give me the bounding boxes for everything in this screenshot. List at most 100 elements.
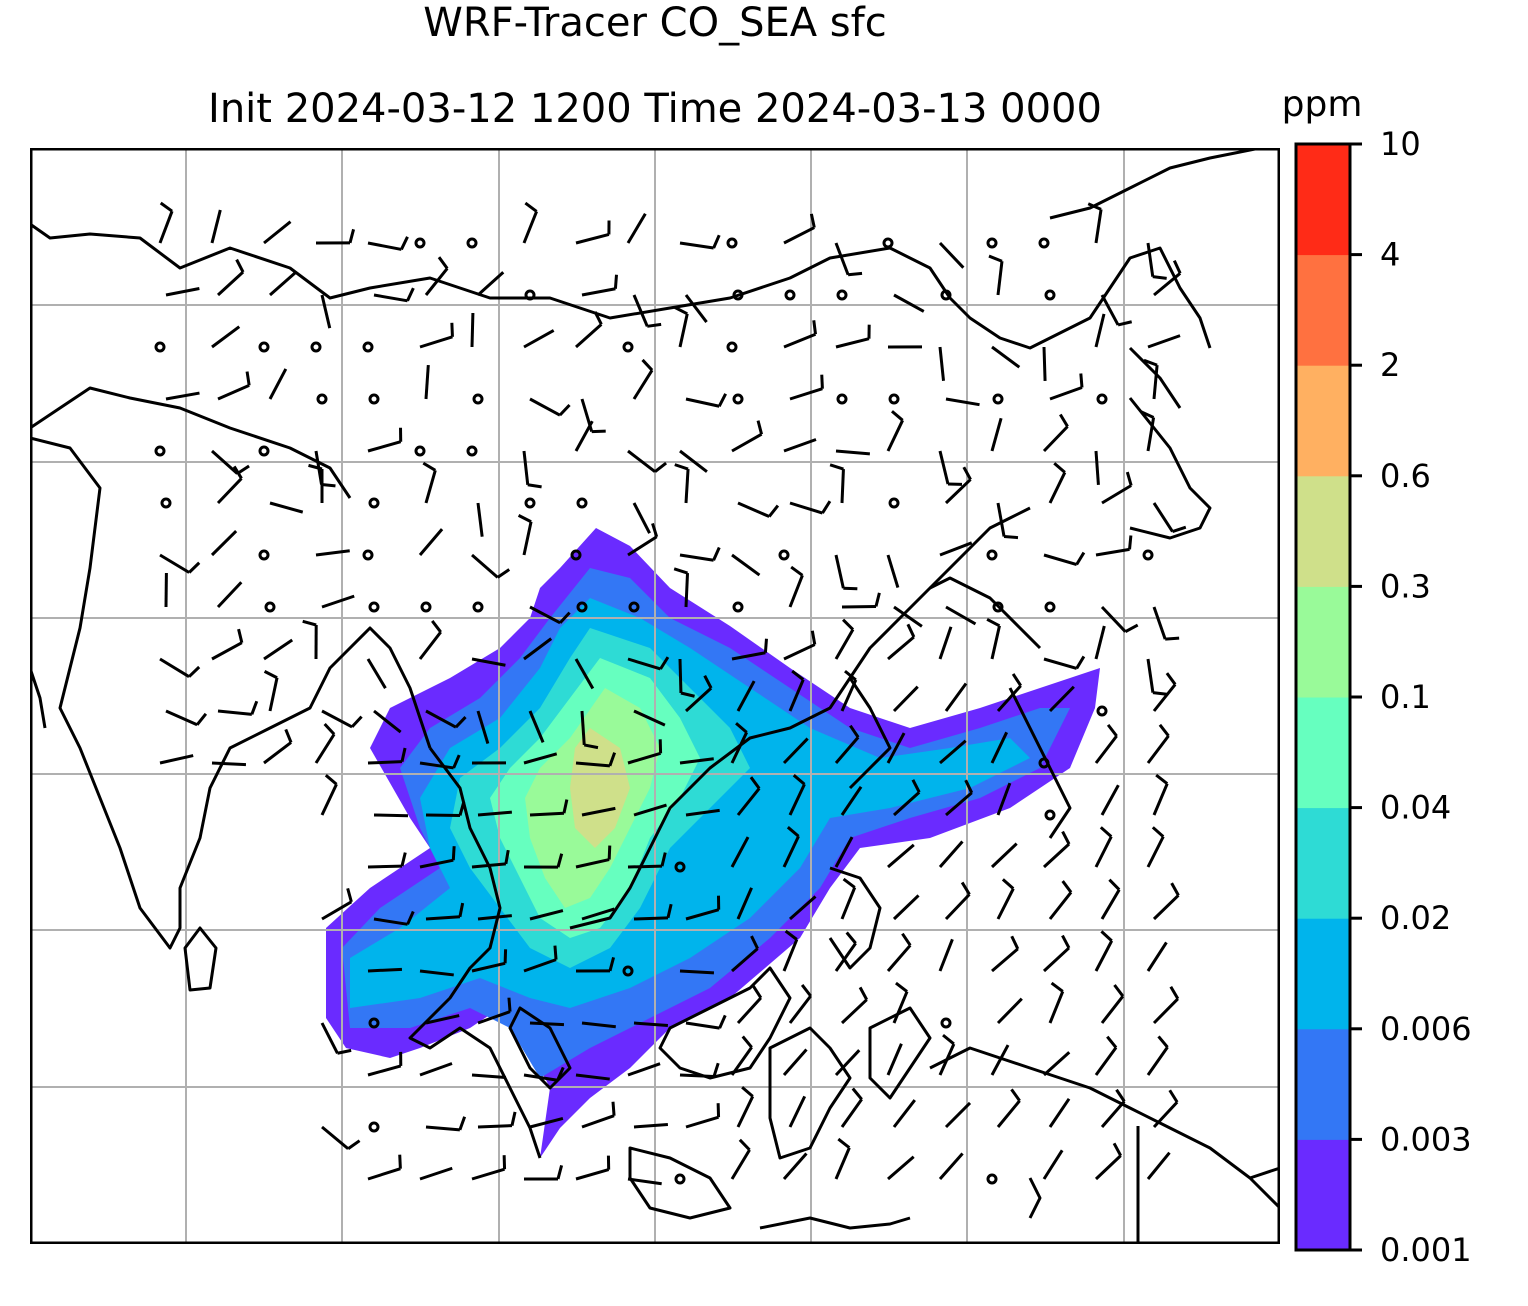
wind-barb: [321, 709, 363, 729]
wind-barb: [996, 997, 1023, 1025]
wind-barb: [673, 567, 690, 608]
wind-barb: [529, 397, 571, 417]
wind-barb: [575, 752, 617, 768]
wind-barb: [1152, 773, 1169, 816]
calm-wind-marker: [524, 289, 536, 301]
calm-wind-marker: [986, 237, 998, 249]
wind-barb: [581, 1101, 616, 1129]
wind-barb: [367, 236, 409, 251]
wind-barb: [1100, 784, 1120, 816]
calm-wind-marker: [310, 341, 322, 353]
wind-barb: [679, 1062, 720, 1079]
wind-barb: [1152, 882, 1180, 921]
wind-barb: [730, 836, 750, 868]
wind-barb: [471, 1155, 507, 1181]
calm-wind-marker: [732, 289, 744, 301]
wind-barb: [835, 324, 871, 349]
calm-wind-marker: [1044, 601, 1056, 613]
colorbar-ticks: 0.001 0.003 0.006 0.02 0.04 0.1 0.3 0.6 2 4 10: [1350, 125, 1472, 1269]
calm-wind-marker: [986, 1173, 998, 1185]
coastlines: [30, 148, 1280, 1244]
wind-barb: [308, 463, 324, 504]
wind-barb: [1146, 1035, 1169, 1076]
wind-barb: [783, 213, 816, 245]
calm-wind-marker: [472, 601, 484, 613]
wind-barb: [1042, 346, 1047, 382]
wind-barb: [782, 1048, 808, 1076]
wind-barb: [529, 1021, 565, 1027]
wind-barb: [737, 501, 780, 518]
wind-barb: [990, 417, 1003, 452]
colorbar-tick-label: 0.02: [1380, 899, 1451, 937]
wind-barb: [216, 581, 243, 609]
wind-barb: [991, 935, 1020, 973]
map-frame: [30, 148, 1280, 1244]
wind-barb: [1100, 294, 1133, 327]
wind-barb: [782, 1152, 808, 1180]
wind-barb: [632, 294, 662, 328]
wind-barb: [529, 605, 571, 625]
wind-barb: [886, 732, 906, 764]
colorbar-tick-label: 0.3: [1380, 567, 1431, 605]
wind-barb: [575, 845, 612, 869]
wind-barb: [633, 803, 667, 817]
wind-barb: [1152, 502, 1187, 533]
wind-barb: [633, 1122, 669, 1129]
wind-barb: [633, 903, 673, 921]
calm-wind-marker: [674, 1173, 686, 1185]
wind-barb: [840, 786, 863, 816]
wind-barb: [684, 674, 713, 713]
wind-barb: [522, 201, 538, 244]
wind-barb: [1100, 984, 1125, 1024]
wind-barb: [422, 461, 437, 504]
wind-barb: [217, 371, 251, 401]
wind-barb: [471, 553, 511, 579]
map-title-line1: WRF-Tracer CO_SEA sfc: [423, 0, 887, 46]
wind-barb: [840, 877, 857, 920]
map-title-line2: Init 2024-03-12 1200 Time 2024-03-13 000…: [208, 86, 1102, 132]
wind-barb: [627, 1177, 662, 1186]
wind-barb: [1146, 941, 1168, 972]
wind-barb: [892, 779, 921, 817]
wind-barb: [1048, 685, 1075, 713]
wind-barb: [939, 739, 967, 765]
wind-barb: [574, 658, 595, 690]
wind-barb: [1095, 535, 1133, 557]
wind-barb: [626, 212, 647, 244]
map-panel: [30, 148, 1280, 1244]
calm-wind-marker: [888, 497, 900, 509]
wind-barb: [158, 201, 174, 244]
wind-barb: [990, 1044, 1010, 1076]
wind-barb: [1048, 880, 1073, 920]
wind-barb: [581, 1021, 616, 1029]
wind-barb: [996, 878, 1015, 920]
wind-barb: [834, 618, 855, 660]
wind-barb: [685, 808, 720, 817]
wind-barb: [834, 554, 858, 591]
colorbar-tick-label: 0.6: [1380, 457, 1431, 495]
wind-barb: [211, 325, 241, 349]
wind-barb: [523, 329, 555, 349]
wind-barb: [938, 938, 954, 972]
wind-barb: [581, 806, 616, 817]
wind-barb: [887, 1155, 915, 1181]
wind-barb: [788, 983, 812, 1024]
wind-barb: [1042, 830, 1071, 869]
calm-wind-marker: [264, 601, 276, 613]
calm-wind-marker: [472, 393, 484, 405]
wind-barb: [782, 737, 809, 765]
wind-barb: [1153, 259, 1182, 297]
wind-barb: [633, 1021, 669, 1028]
colorbar-segment: [1296, 475, 1350, 587]
calm-wind-marker: [368, 1121, 380, 1133]
wind-barb: [216, 465, 243, 505]
wind-barb: [627, 522, 659, 557]
wind-barb: [990, 731, 1009, 764]
wind-barb: [522, 450, 542, 489]
wind-barb: [320, 294, 332, 329]
calm-wind-marker: [154, 341, 166, 353]
calm-wind-marker: [362, 549, 374, 561]
wind-barb: [529, 799, 569, 817]
calm-wind-marker: [1096, 393, 1108, 405]
wind-barb: [216, 258, 245, 297]
